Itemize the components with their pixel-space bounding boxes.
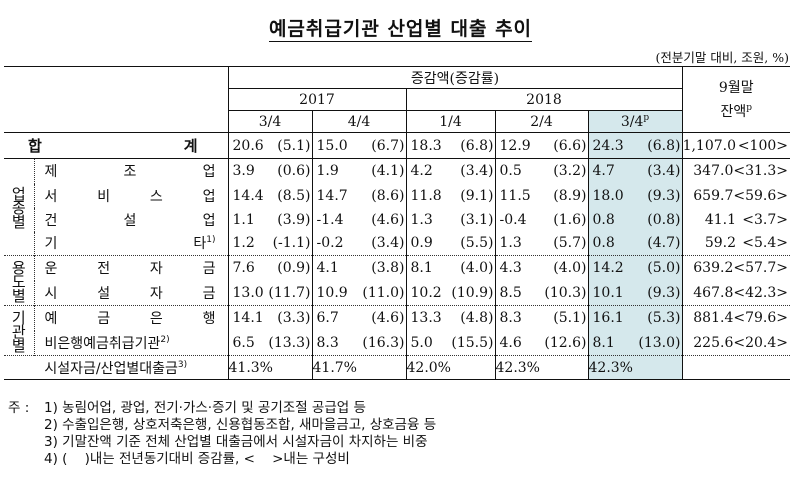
header-corner	[4, 66, 228, 133]
header-row-quarters: 3/4 4/4 1/4 2/4 3/4p	[4, 110, 790, 133]
header-q-2017-3: 3/4	[227, 110, 312, 133]
header-year-2017: 2017	[227, 88, 406, 111]
header-group-label: 증감액(증감률)	[227, 66, 682, 89]
loan-table: 증감액(증감률) 9월말 잔액p 2017 2018 3/4 4/4 1/4 2…	[4, 66, 790, 380]
footnote: 4) ( )내는 전년동기대비 증감률, < >내는 구성비	[44, 451, 350, 467]
page-title: 예금취급기관 산업별 대출 추이	[268, 18, 533, 42]
footnote: 주 :1) 농림어업, 광업, 전기·가스·증기 및 공기조절 공급업 등	[8, 400, 366, 416]
header-q-2018-2: 2/4	[494, 110, 588, 133]
ratio-row: 시설자금/산업별대출금3) 41.3% 41.7% 42.0% 42.3% 42…	[4, 355, 790, 380]
header-row-group: 증감액(증감률) 9월말 잔액p	[4, 66, 790, 133]
ratio-cell: 42.3%	[494, 355, 588, 380]
cell: 18.3 (6.8)	[405, 132, 495, 159]
unit-note: (전분기말 대비, 조원, %)	[655, 50, 790, 65]
cell: 15.0 (6.7)	[311, 132, 406, 159]
header-row-years: 2017 2018	[4, 88, 790, 111]
cell: 20.6 (5.1)	[227, 132, 312, 159]
footnote: 3) 기말잔액 기준 전체 산업별 대출금에서 시설자금이 차지하는 비중	[44, 434, 428, 450]
ratio-cell: 42.0%	[405, 355, 495, 380]
footnotes: 주 :1) 농림어업, 광업, 전기·가스·증기 및 공기조절 공급업 등 2)…	[8, 400, 436, 468]
cell: 24.3 (6.8)	[587, 132, 682, 159]
ratio-label: 시설자금/산업별대출금3)	[4, 355, 228, 380]
header-q-2018-1: 1/4	[405, 110, 495, 133]
group-label-industry: 업종별	[4, 158, 35, 256]
table-row: 기 타1) 1.2 (-1.1) -0.2 (3.4) 0.9 (5.5) 1.3 (5.…	[4, 231, 790, 256]
balance-cell: 1,107.0 <100>	[681, 132, 790, 159]
ratio-cell-empty	[681, 355, 790, 380]
ratio-cell: 41.7%	[311, 355, 406, 380]
header-q-2017-4: 4/4	[311, 110, 406, 133]
footnote: 2) 수출입은행, 상호저축은행, 신용협동조합, 새마을금고, 상호금융 등	[44, 417, 437, 433]
header-q-2018-3: 3/4p	[587, 110, 682, 133]
header-balance: 9월말 잔액p	[681, 66, 790, 133]
ratio-cell: 42.3%	[587, 355, 682, 380]
header-year-2018: 2018	[405, 88, 682, 111]
group-label-institution: 기관별	[4, 305, 35, 356]
cell: 12.9 (6.6)	[494, 132, 588, 159]
ratio-cell: 41.3%	[227, 355, 312, 380]
row-label: 기 타1)	[44, 235, 216, 253]
group-label-purpose: 용도별	[4, 255, 35, 306]
row-label: 비은행예금취급기관2)	[44, 334, 170, 352]
table-row: 비은행예금취급기관2) 6.5 (13.3) 8.3 (16.3) 5.0 (15.5…	[4, 330, 790, 356]
